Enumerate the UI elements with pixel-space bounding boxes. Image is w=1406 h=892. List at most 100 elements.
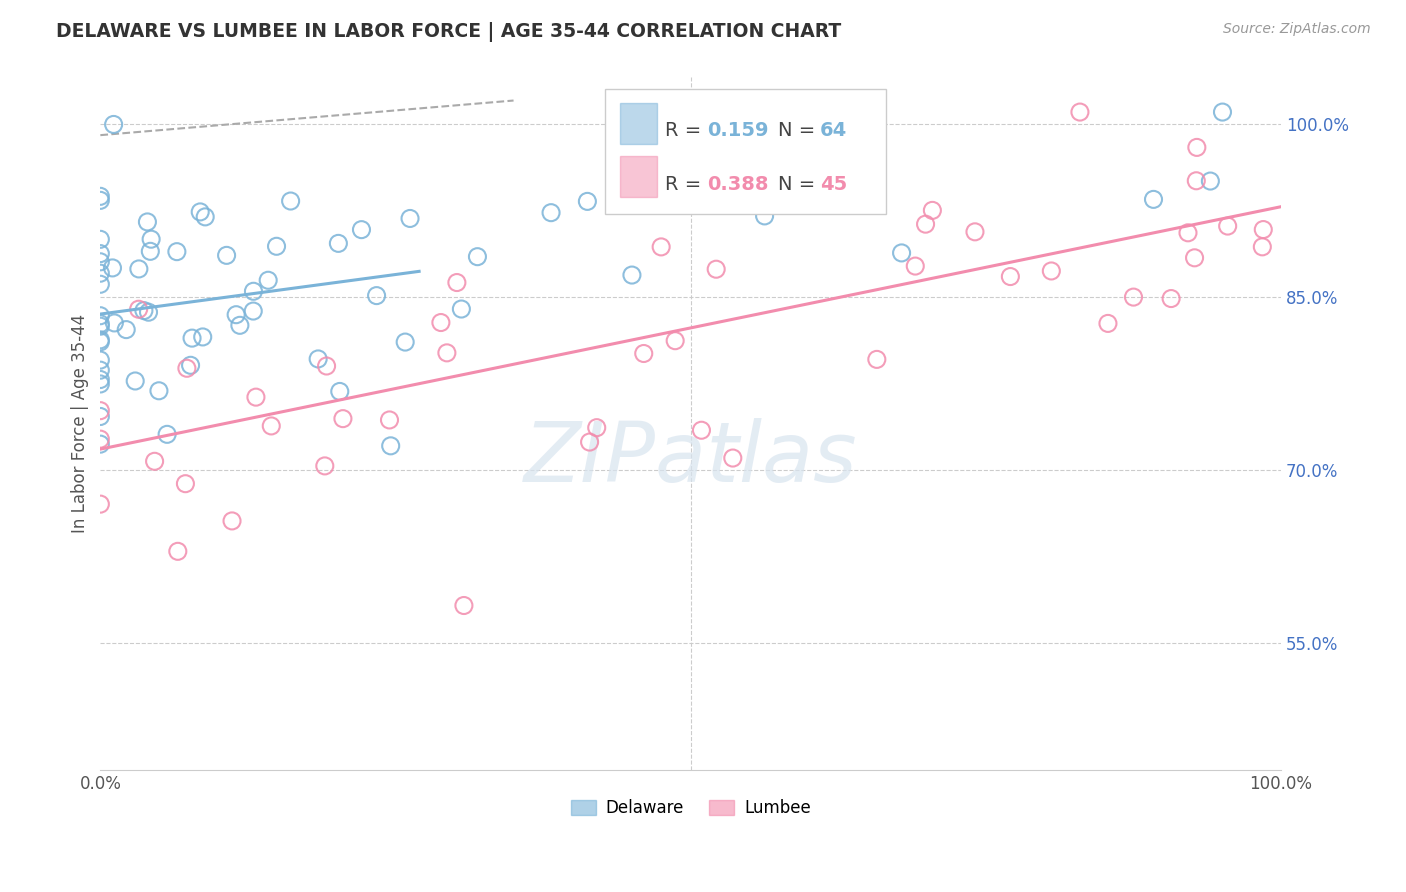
Point <box>245 390 267 404</box>
Point <box>436 346 458 360</box>
Point <box>1122 290 1144 304</box>
Point <box>332 411 354 425</box>
Point <box>585 420 607 434</box>
Point <box>166 544 188 558</box>
Point <box>194 210 217 224</box>
Point <box>89 403 111 417</box>
Point <box>1185 140 1208 154</box>
Point <box>229 318 252 333</box>
Point <box>704 262 727 277</box>
Point <box>89 376 111 391</box>
Point <box>576 194 599 209</box>
Text: N =: N = <box>778 121 821 140</box>
Point <box>315 359 337 373</box>
Text: 0.159: 0.159 <box>707 121 769 140</box>
Point <box>399 211 422 226</box>
Point <box>1251 222 1274 236</box>
Point <box>101 260 124 275</box>
Point <box>1211 105 1233 120</box>
Point <box>307 351 329 366</box>
Point <box>904 259 927 273</box>
Point <box>633 346 655 360</box>
Point <box>89 255 111 269</box>
Point <box>139 244 162 259</box>
Point <box>89 277 111 292</box>
Point <box>89 266 111 280</box>
Point <box>242 304 264 318</box>
Point <box>1069 105 1091 120</box>
Point <box>620 268 643 282</box>
Point <box>89 432 111 446</box>
Point <box>280 194 302 208</box>
Point <box>430 316 453 330</box>
Point <box>89 363 111 377</box>
Point <box>1216 219 1239 233</box>
Point <box>148 384 170 398</box>
Point <box>115 323 138 337</box>
Point <box>103 118 125 132</box>
Point <box>176 361 198 376</box>
Point <box>89 333 111 347</box>
Point <box>350 222 373 236</box>
Point <box>124 374 146 388</box>
Point <box>89 372 111 386</box>
Point <box>242 285 264 299</box>
Point <box>89 334 111 349</box>
Point <box>446 276 468 290</box>
Point <box>1199 174 1222 188</box>
Point <box>166 244 188 259</box>
Legend: Delaware, Lumbee: Delaware, Lumbee <box>564 793 817 824</box>
Point <box>866 352 889 367</box>
Point <box>650 240 672 254</box>
Point <box>394 334 416 349</box>
Point <box>128 261 150 276</box>
Point <box>266 239 288 253</box>
Point <box>136 215 159 229</box>
Point <box>89 437 111 451</box>
Point <box>89 246 111 260</box>
Text: 45: 45 <box>820 175 846 194</box>
Point <box>257 273 280 287</box>
Point <box>89 232 111 246</box>
Text: R =: R = <box>665 175 707 194</box>
Point <box>314 458 336 473</box>
Point <box>221 514 243 528</box>
Point <box>380 439 402 453</box>
Text: R =: R = <box>665 121 707 140</box>
Point <box>215 248 238 262</box>
Point <box>366 288 388 302</box>
Point <box>1097 317 1119 331</box>
Text: DELAWARE VS LUMBEE IN LABOR FORCE | AGE 35-44 CORRELATION CHART: DELAWARE VS LUMBEE IN LABOR FORCE | AGE … <box>56 22 841 42</box>
Point <box>188 205 211 219</box>
Point <box>139 232 162 246</box>
Point <box>963 225 986 239</box>
Point <box>174 476 197 491</box>
Text: ZIPatlas: ZIPatlas <box>524 417 858 499</box>
Point <box>89 497 111 511</box>
Point <box>1184 251 1206 265</box>
Point <box>921 203 943 218</box>
Point <box>914 217 936 231</box>
Point <box>1185 174 1208 188</box>
Point <box>143 454 166 468</box>
Point <box>132 303 155 318</box>
Point <box>578 435 600 450</box>
Point <box>89 319 111 334</box>
Y-axis label: In Labor Force | Age 35-44: In Labor Force | Age 35-44 <box>72 314 89 533</box>
Point <box>467 250 489 264</box>
Point <box>260 419 283 434</box>
Point <box>328 236 350 251</box>
Point <box>450 301 472 316</box>
Point <box>378 413 401 427</box>
Point <box>664 334 686 348</box>
Point <box>156 427 179 442</box>
Point <box>89 309 111 323</box>
Point <box>89 317 111 331</box>
Point <box>1000 269 1022 284</box>
Text: N =: N = <box>778 175 821 194</box>
Point <box>721 451 744 466</box>
Text: Source: ZipAtlas.com: Source: ZipAtlas.com <box>1223 22 1371 37</box>
Point <box>747 138 769 153</box>
Point <box>89 194 111 208</box>
Point <box>89 409 111 424</box>
